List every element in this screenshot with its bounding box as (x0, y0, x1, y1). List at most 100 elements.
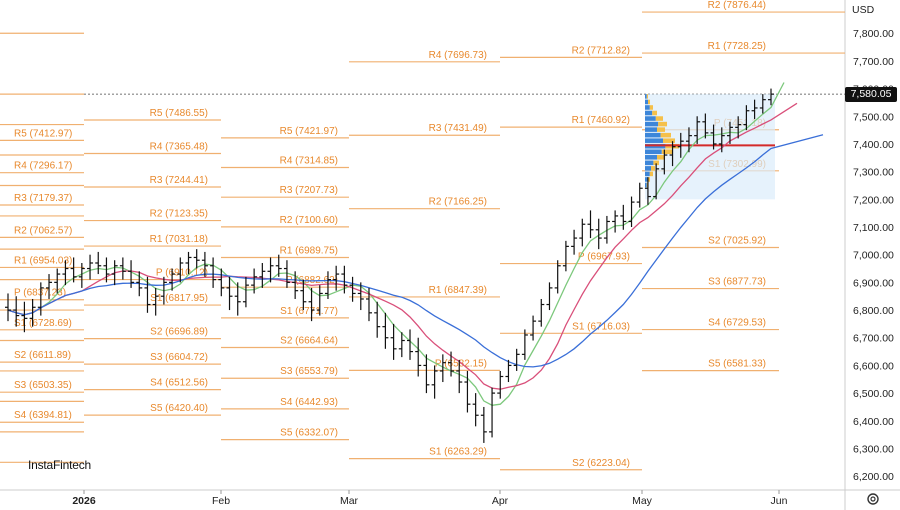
y-tick-label: 7,200.00 (853, 194, 894, 206)
pivot-label: S3 (6604.72) (150, 352, 208, 363)
pivot-label: R1 (6847.39) (429, 285, 487, 296)
volume-bar-sell (648, 99, 650, 105)
pivot-label: S2 (6664.64) (280, 336, 338, 347)
brand-logo: InstaFintech (28, 458, 91, 472)
pivot-label: S4 (6512.56) (150, 378, 208, 389)
y-tick-label: 7,800.00 (853, 28, 894, 40)
pivot-label: R5 (7421.97) (280, 126, 338, 137)
volume-bar-sell (660, 132, 671, 138)
pivot-levels: R5 (7412.97) R4 (7296.17) R3 (7179.37) R2 (… (0, 0, 845, 471)
pivot-label: S5 (6332.07) (280, 428, 338, 439)
volume-bar-sell (663, 138, 675, 143)
volume-bar-buy (645, 105, 650, 110)
volume-bar-sell (648, 177, 650, 182)
pivot-label: S1 (6771.77) (280, 306, 338, 317)
volume-bar-buy (645, 166, 651, 171)
pivot-label: R2 (7166.25) (429, 197, 487, 208)
volume-bar-sell (652, 110, 657, 116)
y-tick-label: 7,000.00 (853, 250, 894, 262)
volume-bar-buy (645, 155, 657, 160)
currency-label[interactable]: USD (852, 4, 875, 16)
y-tick-label: 6,500.00 (853, 388, 894, 400)
y-tick-label: 7,300.00 (853, 167, 894, 179)
y-tick-label: 7,400.00 (853, 139, 894, 151)
pivot-label: S3 (6503.35) (14, 380, 72, 391)
pivot-label: S2 (6611.89) (14, 350, 71, 361)
volume-bar-buy (645, 149, 662, 155)
x-tick-label: Mar (340, 495, 359, 507)
y-tick-label: 6,900.00 (853, 277, 894, 289)
pivot-label: R3 (7207.73) (280, 185, 338, 196)
volume-bar-buy (645, 110, 653, 116)
pivot-label: R2 (7100.60) (280, 215, 338, 226)
pivot-label: R4 (7296.17) (14, 161, 72, 172)
y-tick-label: 6,300.00 (853, 443, 894, 455)
time-axis[interactable]: 2026 Feb Mar Apr May Jun (72, 490, 788, 507)
pivot-label: R1 (7728.25) (708, 41, 766, 52)
pivot-label: S2 (6223.04) (572, 458, 630, 469)
pivot-label: S1 (6263.29) (429, 447, 487, 458)
pivot-label: S2 (6696.89) (150, 327, 208, 338)
pivot-label: R2 (7712.82) (572, 45, 630, 56)
volume-bar-buy (645, 121, 659, 127)
pivot-label: S4 (6394.81) (14, 410, 72, 421)
pivot-label: R1 (6954.03) (14, 255, 72, 266)
pivot-label: S1 (6728.69) (14, 318, 72, 329)
pivot-label: R4 (7314.85) (280, 156, 338, 167)
pivot-label: S5 (6420.40) (150, 403, 208, 414)
pivot-label: R5 (7486.55) (150, 108, 208, 119)
y-tick-label: 7,700.00 (853, 56, 894, 68)
volume-bar-sell (646, 94, 648, 99)
pivot-label: R1 (7460.92) (572, 115, 630, 126)
pivot-label: S4 (6729.53) (708, 318, 766, 329)
volume-bar-sell (657, 155, 665, 160)
volume-bar-sell (657, 127, 665, 132)
pivot-label: S3 (6877.73) (708, 277, 766, 288)
volume-bar-buy (645, 160, 654, 166)
ma-mid-line (7, 102, 798, 390)
volume-bar-buy (645, 116, 656, 121)
gear-icon[interactable] (866, 492, 880, 506)
pivot-label: P (6967.93) (578, 252, 630, 263)
x-tick-label: Apr (492, 495, 509, 507)
x-tick-label: Jun (771, 495, 788, 507)
pivot-label: P (6582.15) (435, 358, 487, 369)
pivot-label: R2 (7123.35) (150, 209, 208, 220)
pivot-label: S1 (6817.95) (150, 293, 208, 304)
pivot-label: R3 (7244.41) (150, 175, 208, 186)
x-tick-label: 2026 (72, 495, 96, 507)
pivot-label: S3 (6553.79) (280, 366, 338, 377)
volume-bar-sell (655, 116, 663, 121)
volume-bar-sell (658, 121, 667, 127)
volume-bar-buy (645, 99, 648, 105)
pivot-label: R1 (7031.18) (150, 234, 208, 245)
volume-bar-buy (645, 177, 648, 182)
pivot-label: R1 (6989.75) (280, 246, 338, 257)
volume-bar-sell (651, 166, 655, 171)
pivot-label: R5 (7412.97) (14, 128, 72, 139)
pivot-label: R2 (7062.57) (14, 225, 72, 236)
volume-bar-sell (661, 149, 673, 155)
pivot-label: R3 (7179.37) (14, 193, 72, 204)
y-tick-label: 7,100.00 (853, 222, 894, 234)
y-tick-label: 6,700.00 (853, 333, 894, 345)
volume-profile (645, 94, 775, 200)
volume-bar-buy (645, 182, 647, 188)
ma-slow-line (7, 134, 824, 368)
pivot-label: S1 (6716.03) (572, 321, 630, 332)
pivot-label: P (6910.12) (156, 268, 208, 279)
pivot-label: S5 (6581.33) (708, 359, 766, 370)
pivot-label: R4 (7696.73) (429, 50, 487, 61)
x-tick-label: Feb (212, 495, 230, 507)
pivot-label: R2 (7876.44) (708, 0, 766, 11)
volume-bar-buy (645, 171, 650, 177)
y-tick-label: 6,600.00 (853, 360, 894, 372)
pivot-label: S4 (6442.93) (280, 397, 338, 408)
x-tick-label: May (632, 495, 653, 507)
last-price-tag: 7,580.05 (845, 87, 897, 102)
pivot-label: S2 (7025.92) (708, 236, 766, 247)
volume-bar-buy (645, 138, 663, 143)
y-tick-label: 6,200.00 (853, 471, 894, 483)
